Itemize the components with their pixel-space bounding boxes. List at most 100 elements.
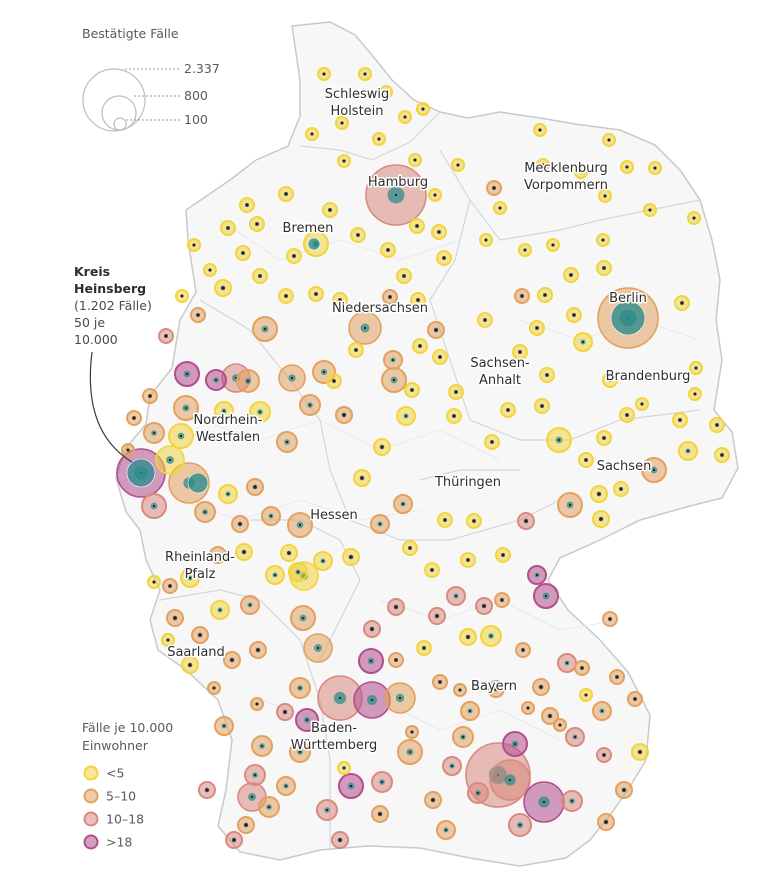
district-bubble-dot — [633, 697, 637, 701]
district-bubble-dot — [378, 522, 382, 526]
district-bubble-dot — [168, 458, 172, 462]
state-label-nw: Nordrhein-Westfalen — [194, 413, 263, 445]
district-bubble-dot — [285, 440, 289, 444]
district-bubble-dot — [308, 403, 312, 407]
district-bubble-dot — [678, 418, 682, 422]
district-bubble-dot — [255, 702, 259, 706]
district-bubble-dot — [222, 724, 226, 728]
district-bubble-dot — [597, 492, 601, 496]
size-legend-label-small: 100 — [184, 112, 208, 127]
rate-legend-swatch-0 — [83, 765, 99, 781]
district-bubble-core — [610, 300, 646, 336]
district-bubble-dot — [370, 698, 374, 702]
district-bubble-dot — [322, 370, 326, 374]
district-bubble-dot — [413, 158, 417, 162]
district-bubble-dot — [581, 340, 585, 344]
district-bubble-dot — [342, 766, 346, 770]
district-bubble-dot — [438, 680, 442, 684]
district-bubble-dot — [508, 778, 512, 782]
district-bubble-dot — [360, 476, 364, 480]
district-bubble-dot — [258, 274, 262, 278]
rate-legend-label-1: 5–10 — [106, 789, 136, 804]
district-bubble-dot — [490, 440, 494, 444]
district-bubble-dot — [608, 617, 612, 621]
district-bubble-dot — [212, 686, 216, 690]
district-bubble-dot — [542, 800, 546, 804]
district-bubble-dot — [250, 795, 254, 799]
district-bubble-dot — [468, 709, 472, 713]
district-bubble-dot — [579, 170, 583, 174]
district-bubble-dot — [152, 580, 156, 584]
district-bubble-dot — [506, 408, 510, 412]
district-bubble-dot — [166, 638, 170, 642]
district-bubble-core — [307, 237, 321, 251]
district-bubble-dot — [310, 132, 314, 136]
district-bubble-dot — [203, 510, 207, 514]
district-bubble-dot — [246, 379, 250, 383]
state-label-sh: Schleswig Holstein — [325, 87, 390, 119]
district-bubble-dot — [640, 402, 644, 406]
rate-legend-label-0: <5 — [106, 766, 124, 781]
district-bubble-dot — [622, 788, 626, 792]
district-bubble-dot — [245, 203, 249, 207]
rate-legend-swatch-1 — [83, 788, 99, 804]
district-bubble-dot — [557, 438, 561, 442]
district-bubble-dot — [321, 559, 325, 563]
district-bubble-dot — [388, 295, 392, 299]
district-bubble-dot — [615, 675, 619, 679]
callout-text-line1: (1.202 Fälle) — [74, 298, 152, 313]
district-bubble-dot — [168, 584, 172, 588]
district-bubble-core — [126, 458, 156, 488]
district-bubble-dot — [523, 248, 527, 252]
state-label-st: Sachsen-Anhalt — [470, 356, 530, 388]
district-bubble-dot — [256, 648, 260, 652]
district-bubble-dot — [132, 416, 136, 420]
district-bubble-dot — [226, 226, 230, 230]
district-bubble-dot — [253, 773, 257, 777]
district-bubble-dot — [539, 685, 543, 689]
district-bubble-dot — [619, 487, 623, 491]
district-bubble-dot — [349, 784, 353, 788]
district-bubble-dot — [401, 502, 405, 506]
district-bubble-dot — [565, 661, 569, 665]
district-bubble-dot — [476, 791, 480, 795]
district-bubble-dot — [214, 378, 218, 382]
district-bubble-dot — [378, 812, 382, 816]
district-bubble-dot — [435, 614, 439, 618]
district-bubble-dot — [196, 313, 200, 317]
district-bubble-dot — [570, 799, 574, 803]
district-bubble-dot — [601, 238, 605, 242]
district-bubble-dot — [693, 392, 697, 396]
district-bubble-dot — [386, 248, 390, 252]
district-bubble-dot — [260, 744, 264, 748]
district-bubble-dot — [602, 753, 606, 757]
district-bubble-dot — [258, 410, 262, 414]
rate-legend-swatch-3 — [83, 834, 99, 850]
district-bubble-dot — [604, 820, 608, 824]
district-bubble-dot — [607, 138, 611, 142]
district-bubble-dot — [438, 355, 442, 359]
district-bubble-dot — [354, 348, 358, 352]
district-bubble-dot — [410, 730, 414, 734]
district-bubble-dot — [290, 376, 294, 380]
district-bubble-dot — [518, 823, 522, 827]
district-bubble-dot — [298, 686, 302, 690]
district-bubble-dot — [338, 298, 342, 302]
district-bubble-dot — [544, 594, 548, 598]
district-bubble-dot — [472, 519, 476, 523]
state-label-sn: Sachsen — [597, 459, 652, 474]
district-bubble-dot — [694, 366, 698, 370]
district-bubble-dot — [332, 379, 336, 383]
district-bubble-dot — [263, 327, 267, 331]
district-bubble-dot — [518, 350, 522, 354]
district-bubble-dot — [356, 233, 360, 237]
district-bubble-dot — [208, 268, 212, 272]
district-bubble-dot — [380, 780, 384, 784]
district-bubble-dot — [524, 519, 528, 523]
district-bubble-dot — [715, 423, 719, 427]
state-label-th: Thüringen — [434, 475, 501, 490]
district-bubble-dot — [408, 546, 412, 550]
district-bubble-dot — [489, 634, 493, 638]
district-bubble-dot — [461, 735, 465, 739]
district-bubble-dot — [680, 301, 684, 305]
